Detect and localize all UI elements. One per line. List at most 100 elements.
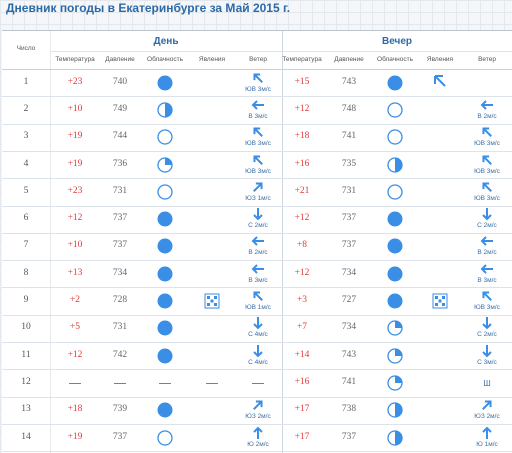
divider: [50, 51, 512, 52]
pressure: 727: [341, 295, 357, 306]
temperature: +23: [67, 185, 83, 196]
pressure: 749: [112, 103, 128, 114]
pressure: 731: [341, 185, 357, 196]
wind: ЮВ 3м/с: [245, 85, 271, 93]
wind: Ю 2м/с: [247, 440, 269, 448]
wind: С 3м/с: [477, 358, 497, 366]
icon: [387, 156, 403, 173]
icon: [387, 293, 403, 309]
icon: [482, 344, 492, 358]
wind: С 4м/с: [248, 331, 268, 339]
temperature: +10: [67, 103, 83, 114]
temperature: +12: [67, 213, 83, 224]
wind: В 2м/с: [477, 249, 497, 257]
pressure: 743: [341, 349, 357, 360]
icon: [157, 129, 173, 145]
pressure: 737: [112, 213, 128, 224]
temperature: +12: [294, 213, 310, 224]
divider: [2, 69, 512, 70]
wind: В 2м/с: [248, 249, 268, 257]
icon: [253, 426, 263, 439]
temperature: +14: [294, 349, 310, 360]
temperature: +18: [294, 131, 310, 142]
temperature: +19: [67, 131, 83, 142]
icon: [253, 127, 263, 138]
icon: [157, 402, 173, 418]
pressure: 734: [341, 267, 357, 278]
icon: [482, 317, 492, 330]
pressure: 738: [341, 404, 357, 415]
header-date: Число: [16, 45, 36, 52]
temperature: +3: [296, 295, 308, 306]
icon: [253, 400, 263, 411]
page-title: Дневник погоды в Екатеринбурге за Май 20…: [6, 1, 291, 15]
date: 10: [21, 322, 31, 333]
row-divider: [2, 314, 512, 316]
icon: [157, 238, 173, 254]
column-header: Облачность: [377, 56, 413, 63]
date: 4: [23, 158, 29, 169]
pressure: 741: [341, 376, 357, 387]
icon: [157, 320, 173, 336]
date: 2: [23, 103, 29, 114]
wind: В 3м/с: [248, 276, 268, 284]
icon: [482, 400, 492, 411]
icon: [157, 184, 173, 200]
pressure: 728: [112, 295, 128, 306]
wind: ЮВ 3м/с: [245, 140, 271, 148]
temperature: +19: [67, 431, 83, 442]
pressure: 737: [341, 213, 357, 224]
empty-dash: [252, 382, 264, 385]
icon: [432, 293, 448, 309]
column-header: Ветер: [478, 56, 496, 63]
empty-dash: [206, 382, 218, 385]
icon: [387, 402, 403, 418]
icon: [387, 184, 403, 200]
pressure: 737: [112, 240, 128, 251]
temperature: +17: [294, 404, 310, 415]
pressure: 741: [341, 131, 357, 142]
row-divider: [2, 96, 512, 98]
icon: [253, 317, 263, 330]
icon: [480, 264, 493, 274]
row-divider: [2, 123, 512, 125]
wind: С 2м/с: [477, 331, 497, 339]
pressure: 743: [341, 76, 357, 87]
icon: [204, 293, 220, 309]
icon: [157, 266, 173, 282]
row-divider: [2, 342, 512, 343]
column-header: Давление: [105, 56, 135, 63]
wind: ЮВ 3м/с: [474, 304, 500, 312]
column-header: Явления: [198, 56, 226, 63]
icon: [251, 236, 264, 247]
wind: ЮЗ 2м/с: [474, 413, 500, 421]
empty-dash: [114, 382, 126, 385]
wind: ЮВ 1м/с: [245, 304, 271, 312]
pressure: 734: [341, 322, 357, 333]
icon: [482, 155, 492, 165]
temperature: +13: [67, 267, 83, 278]
wind: ЮВ 3м/с: [474, 194, 500, 202]
temperature: +15: [294, 76, 310, 87]
icon: [482, 426, 492, 439]
icon: [482, 182, 492, 192]
wind: В 2м/с: [477, 112, 497, 120]
temperature: +19: [67, 158, 83, 169]
icon: [157, 348, 173, 364]
pressure: 748: [341, 103, 357, 114]
icon: [251, 100, 264, 110]
date: 13: [21, 404, 31, 415]
empty-dash: [159, 382, 171, 385]
wind: ЮЗ 1м/с: [245, 194, 271, 202]
pressure: 734: [112, 267, 128, 278]
icon: [387, 375, 403, 391]
row-divider: [2, 178, 512, 180]
column-header: Температура: [282, 56, 322, 63]
icon: [387, 429, 403, 446]
icon: [482, 291, 492, 301]
column-header: Явления: [426, 56, 454, 63]
pressure: 740: [112, 76, 128, 87]
row-divider: [2, 287, 512, 289]
temperature: +7: [296, 322, 308, 333]
date: 1: [23, 76, 29, 87]
